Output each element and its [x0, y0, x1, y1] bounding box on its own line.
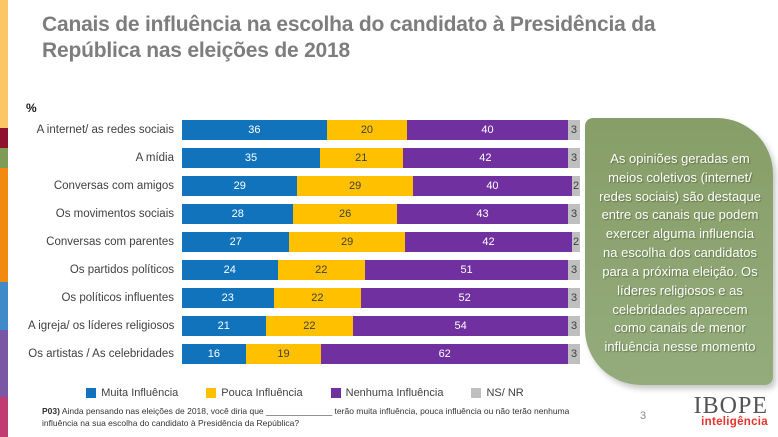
bar-segment: 40: [412, 176, 573, 196]
category-label: Os partidos políticos: [69, 264, 174, 276]
category-label: Os movimentos sociais: [55, 208, 174, 220]
category-label: Os políticos influentes: [61, 292, 174, 304]
chart-row: A internet/ as redes sociais 36 20 40 3: [28, 120, 582, 140]
bar-segment: 22: [265, 316, 354, 336]
bar-segment: 28: [182, 204, 294, 224]
stacked-bar: 36 20 40 3: [182, 120, 581, 140]
note-box: As opiniões geradas em meios coletivos (…: [585, 118, 773, 385]
accent-strip-segment: [0, 0, 8, 128]
accent-strip: [0, 0, 8, 437]
accent-strip-segment: [0, 397, 8, 437]
chart-row: A igreja/ os líderes religiosos 21 22 54 3: [28, 316, 582, 336]
page-title: Canais de influência na escolha do candi…: [42, 13, 656, 62]
ibope-logo-wordmark: IBOPE: [693, 393, 768, 419]
chart-rows: A internet/ as redes sociais 36 20 40 3 A míd…: [28, 120, 582, 364]
stacked-bar: 24 22 51 3: [182, 260, 580, 280]
bar-segment: 19: [245, 344, 322, 364]
bar-segment: 35: [182, 148, 320, 168]
bar-segment: 36: [182, 120, 327, 140]
legend-label: Nenhuma Influência: [345, 387, 444, 399]
bar-segment: 21: [319, 148, 403, 168]
stacked-bar: 21 22 54 3: [182, 316, 580, 336]
accent-strip-segment: [0, 282, 8, 330]
legend-label: Pouca Influência: [221, 387, 303, 399]
category-label: Conversas com amigos: [53, 180, 174, 192]
bar-segment: 22: [277, 260, 366, 280]
chart-row: Conversas com amigos 29 29 40 2: [28, 176, 582, 196]
ibope-logo-subtitle: inteligência: [701, 416, 768, 428]
accent-strip-segment: [0, 148, 8, 168]
bar-segment: 40: [407, 120, 568, 140]
category-label: A igreja/ os líderes religiosos: [28, 320, 175, 332]
category-label: A mídia: [135, 152, 174, 164]
footnote: P03) Ainda pensando nas eleições de 2018…: [42, 406, 594, 430]
stacked-bar: 23 22 52 3: [182, 288, 580, 308]
legend-label: NS/ NR: [486, 387, 524, 399]
bar-segment: 24: [182, 260, 278, 280]
bar-segment: 26: [293, 204, 397, 224]
bar-segment: 2: [572, 176, 580, 196]
bar-segment: 3: [568, 316, 580, 336]
bar-segment: 3: [568, 260, 580, 280]
chart-row: Os partidos políticos 24 22 51 3: [28, 260, 582, 280]
bar-segment: 3: [567, 120, 581, 140]
category-label: A internet/ as redes sociais: [36, 124, 174, 136]
bar-segment: 29: [289, 232, 405, 252]
legend-item: Muita Influência: [86, 387, 178, 399]
legend-swatch-icon: [206, 388, 217, 398]
stacked-bar: 16 19 62 3: [182, 344, 581, 364]
note-box-text: As opiniões geradas em meios coletivos (…: [599, 150, 761, 355]
bar-segment: 3: [568, 148, 580, 168]
stacked-bar-chart: A internet/ as redes sociais 36 20 40 3 A míd…: [28, 120, 582, 372]
legend-label: Muita Influência: [101, 387, 179, 399]
category-label: Os artistas / As celebridades: [28, 348, 174, 360]
stacked-bar: 27 29 42 2: [182, 232, 580, 252]
chart-row: Os artistas / As celebridades 16 19 62 3: [28, 344, 582, 364]
legend-swatch-icon: [471, 388, 482, 398]
bar-segment: 62: [321, 344, 569, 364]
bar-segment: 29: [297, 176, 413, 196]
stacked-bar: 35 21 42 3: [182, 148, 580, 168]
bar-segment: 42: [404, 232, 573, 252]
stacked-bar: 29 29 40 2: [182, 176, 580, 196]
bar-segment: 42: [402, 148, 569, 168]
legend-item: Nenhuma Influência: [330, 387, 444, 399]
page-number: 3: [640, 410, 647, 422]
ibope-logo: IBOPE inteligência: [668, 394, 768, 428]
bar-segment: 43: [396, 204, 569, 224]
chart-legend: Muita Influência Pouca Influência Nenhuma …: [28, 387, 582, 399]
bar-segment: 54: [353, 316, 569, 336]
bar-segment: 29: [182, 176, 298, 196]
bar-segment: 3: [568, 288, 580, 308]
bar-segment: 52: [361, 288, 569, 308]
bar-segment: 21: [182, 316, 266, 336]
chart-row: Os políticos influentes 23 22 52 3: [28, 288, 582, 308]
legend-item: NS/ NR: [471, 387, 524, 399]
bar-segment: 3: [568, 204, 580, 224]
legend-item: Pouca Influência: [206, 387, 303, 399]
axis-unit-label: %: [26, 101, 37, 115]
bar-segment: 23: [182, 288, 274, 308]
legend-swatch-icon: [330, 388, 341, 398]
legend-swatch-icon: [86, 388, 97, 398]
bar-segment: 22: [273, 288, 362, 308]
stacked-bar: 28 26 43 3: [182, 204, 580, 224]
bar-segment: 20: [326, 120, 408, 140]
accent-strip-segment: [0, 128, 8, 148]
chart-row: A mídia 35 21 42 3: [28, 148, 582, 168]
chart-row: Os movimentos sociais 28 26 43 3: [28, 204, 582, 224]
bar-segment: 27: [182, 232, 290, 252]
bar-segment: 3: [568, 344, 581, 364]
footnote-prefix: P03): [42, 406, 60, 416]
bar-segment: 51: [365, 260, 569, 280]
bar-segment: 2: [572, 232, 580, 252]
bar-segment: 16: [182, 344, 246, 364]
category-label: Conversas com parentes: [46, 236, 174, 248]
accent-strip-segment: [0, 168, 8, 282]
accent-strip-segment: [0, 330, 8, 397]
chart-row: Conversas com parentes 27 29 42 2: [28, 232, 582, 252]
footnote-body: Ainda pensando nas eleições de 2018, voc…: [42, 406, 570, 428]
